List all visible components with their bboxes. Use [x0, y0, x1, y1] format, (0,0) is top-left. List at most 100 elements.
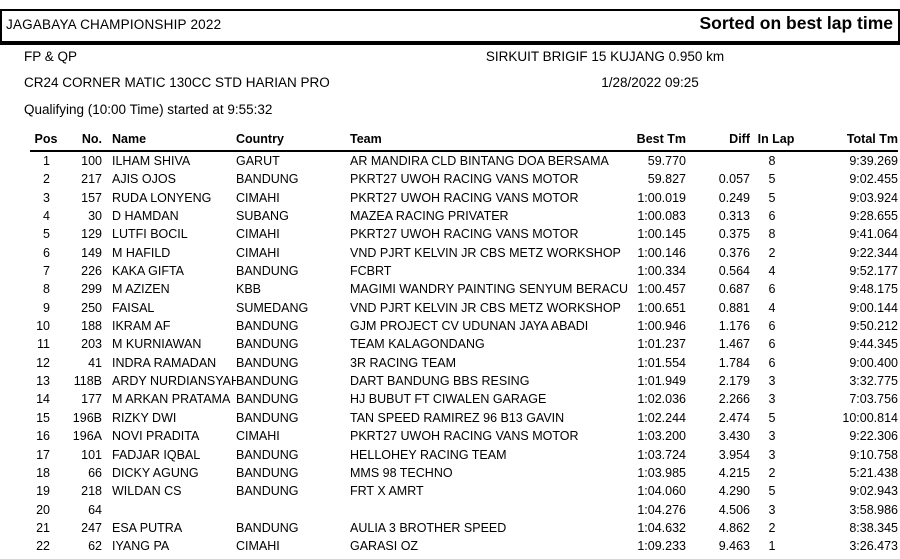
cell-diff: 4.215: [718, 465, 750, 480]
cell-pos: 22: [36, 539, 50, 554]
cell-total-tm: 9:10.758: [849, 447, 898, 462]
cell-best-tm: 1:00.457: [637, 282, 686, 297]
col-header-pos: Pos: [34, 132, 58, 146]
cell-pos: 14: [36, 392, 50, 407]
cell-total-tm: 9:52.177: [849, 264, 898, 279]
cell-country: BANDUNG: [236, 355, 299, 370]
cell-best-tm: 1:03.985: [637, 465, 686, 480]
cell-best-tm: 1:00.651: [637, 300, 686, 315]
cell-pos: 19: [36, 484, 50, 499]
cell-country: SUBANG: [236, 209, 289, 224]
cell-in-lap: 3: [768, 502, 776, 517]
sort-note: Sorted on best lap time: [699, 13, 894, 33]
cell-pos: 13: [36, 374, 50, 389]
col-header-total-tm: Total Tm: [846, 132, 898, 146]
cell-in-lap: 2: [768, 520, 776, 535]
cell-no: 30: [88, 209, 102, 224]
cell-pos: 21: [36, 520, 50, 535]
table-row: 16 196A NOVI PRADITA CIMAHI PKRT27 UWOH …: [30, 427, 898, 445]
event-title: JAGABAYA CHAMPIONSHIP 2022: [6, 17, 222, 32]
results-table: Pos No. Name Country Team Best Tm Diff I…: [30, 131, 898, 556]
cell-in-lap: 6: [768, 355, 776, 370]
cell-diff: 2.266: [718, 392, 750, 407]
title-band: [0, 9, 900, 45]
cell-country: SUMEDANG: [236, 300, 309, 315]
table-row: 21 247 ESA PUTRA BANDUNG AULIA 3 BROTHER…: [30, 519, 898, 537]
cell-name: INDRA RAMADAN: [112, 355, 217, 370]
cell-best-tm: 1:02.244: [637, 410, 686, 425]
cell-team: PKRT27 UWOH RACING VANS MOTOR: [350, 429, 579, 444]
session-label: FP & QP: [24, 49, 78, 64]
cell-team: 3R RACING TEAM: [350, 355, 457, 370]
cell-team: MAZEA RACING PRIVATER: [350, 209, 509, 224]
cell-pos: 18: [36, 465, 50, 480]
cell-country: BANDUNG: [236, 484, 299, 499]
cell-name: ILHAM SHIVA: [112, 154, 191, 168]
circuit-label: SIRKUIT BRIGIF 15 KUJANG 0.950 km: [485, 49, 725, 64]
cell-pos: 8: [43, 282, 50, 297]
cell-pos: 6: [43, 245, 50, 260]
cell-diff: 1.784: [718, 355, 750, 370]
cell-total-tm: 9:44.345: [849, 337, 898, 352]
cell-country: BANDUNG: [236, 447, 299, 462]
cell-total-tm: 9:39.269: [849, 154, 898, 168]
cell-pos: 3: [43, 190, 50, 205]
cell-total-tm: 3:26.473: [849, 539, 898, 554]
cell-no: 177: [81, 392, 102, 407]
cell-country: BANDUNG: [236, 465, 299, 480]
cell-no: 62: [88, 539, 102, 554]
table-row: 5 129 LUTFI BOCIL CIMAHI PKRT27 UWOH RAC…: [30, 225, 898, 243]
cell-pos: 7: [43, 264, 50, 279]
cell-no: 250: [81, 300, 102, 315]
cell-total-tm: 9:50.212: [849, 319, 898, 334]
cell-total-tm: 8:38.345: [849, 520, 898, 535]
cell-country: CIMAHI: [236, 429, 280, 444]
cell-total-tm: 3:32.775: [849, 374, 898, 389]
cell-pos: 4: [43, 209, 50, 224]
table-row: 20 64 1:04.276 4.506 3 3:58.986: [30, 501, 898, 519]
cell-best-tm: 1:00.083: [637, 209, 686, 224]
cell-diff: 1.176: [718, 319, 750, 334]
cell-diff: 0.313: [718, 209, 750, 224]
cell-team: AR MANDIRA CLD BINTANG DOA BERSAMA: [350, 154, 609, 168]
results-rows: 1 100 ILHAM SHIVA GARUT AR MANDIRA CLD B…: [30, 152, 898, 556]
cell-name: M HAFILD: [112, 245, 171, 260]
cell-in-lap: 6: [768, 337, 776, 352]
cell-name: LUTFI BOCIL: [112, 227, 188, 242]
cell-no: 100: [81, 154, 102, 168]
cell-pos: 9: [43, 300, 50, 315]
cell-name: RUDA LONYENG: [112, 190, 212, 205]
table-row: 18 66 DICKY AGUNG BANDUNG MMS 98 TECHNO …: [30, 464, 898, 482]
cell-best-tm: 1:03.724: [637, 447, 686, 462]
cell-diff: 2.179: [718, 374, 750, 389]
cell-team: VND PJRT KELVIN JR CBS METZ WORKSHOP: [350, 300, 621, 315]
cell-pos: 10: [36, 319, 50, 334]
cell-team: GJM PROJECT CV UDUNAN JAYA ABADI: [350, 319, 589, 334]
table-row: 7 226 KAKA GIFTA BANDUNG FCBRT 1:00.334 …: [30, 262, 898, 280]
cell-name: KAKA GIFTA: [112, 264, 185, 279]
cell-total-tm: 9:22.344: [849, 245, 898, 260]
cell-pos: 16: [36, 429, 50, 444]
cell-in-lap: 4: [768, 300, 776, 315]
cell-in-lap: 6: [768, 209, 776, 224]
cell-name: WILDAN CS: [112, 484, 182, 499]
table-row: 4 30 D HAMDAN SUBANG MAZEA RACING PRIVAT…: [30, 207, 898, 225]
table-row: 9 250 FAISAL SUMEDANG VND PJRT KELVIN JR…: [30, 299, 898, 317]
cell-team: HJ BUBUT FT CIWALEN GARAGE: [350, 392, 547, 407]
cell-team: FRT X AMRT: [350, 484, 424, 499]
cell-no: 247: [81, 520, 102, 535]
cell-diff: 1.467: [718, 337, 750, 352]
cell-in-lap: 2: [768, 245, 776, 260]
cell-name: FAISAL: [112, 300, 155, 315]
cell-in-lap: 3: [768, 392, 776, 407]
cell-in-lap: 6: [768, 282, 776, 297]
cell-team: MAGIMI WANDRY PAINTING SENYUM BERACU: [350, 282, 629, 297]
cell-total-tm: 9:02.943: [849, 484, 898, 499]
table-row: 3 157 RUDA LONYENG CIMAHI PKRT27 UWOH RA…: [30, 189, 898, 207]
cell-country: CIMAHI: [236, 227, 280, 242]
cell-in-lap: 4: [768, 264, 776, 279]
cell-no: 66: [88, 465, 102, 480]
cell-in-lap: 5: [768, 190, 776, 205]
cell-team: TAN SPEED RAMIREZ 96 B13 GAVIN: [350, 410, 565, 425]
cell-best-tm: 1:00.019: [637, 190, 686, 205]
